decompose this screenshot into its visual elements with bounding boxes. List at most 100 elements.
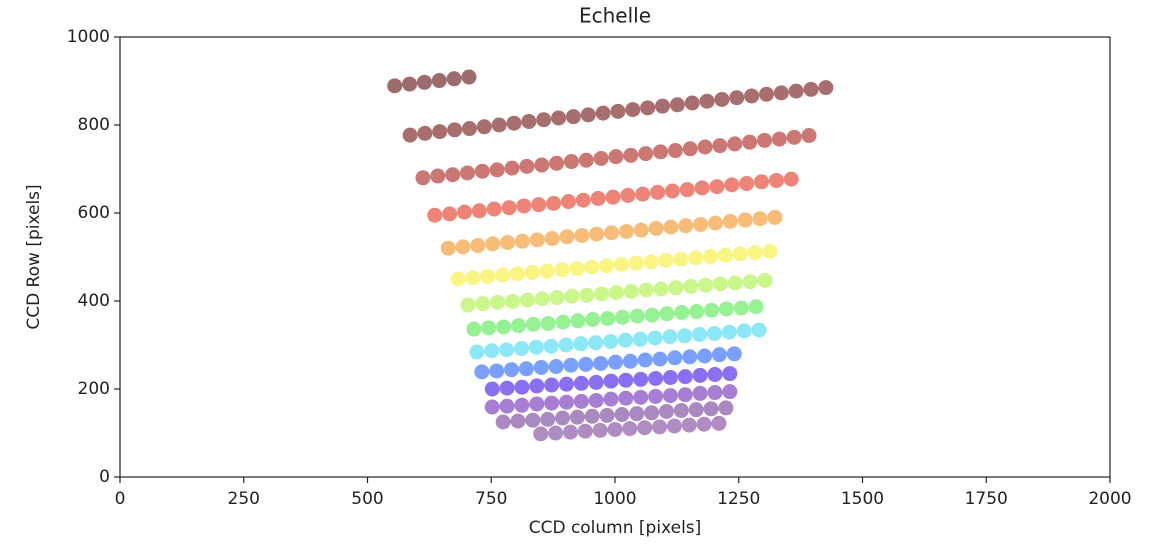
x-axis-label: CCD column [pixels] bbox=[529, 518, 702, 538]
scatter-point bbox=[500, 234, 516, 250]
scatter-point bbox=[742, 134, 758, 150]
scatter-point bbox=[496, 319, 512, 335]
scatter-point bbox=[544, 231, 560, 247]
scatter-point bbox=[699, 93, 715, 109]
scatter-point bbox=[514, 397, 530, 413]
scatter-point bbox=[605, 189, 621, 205]
scatter-point bbox=[717, 247, 733, 263]
scatter-point bbox=[674, 304, 690, 320]
scatter-point bbox=[593, 150, 609, 166]
scatter-point bbox=[560, 194, 576, 210]
scatter-point bbox=[614, 309, 630, 325]
scatter-point bbox=[475, 296, 491, 312]
scatter-point bbox=[706, 326, 722, 342]
scatter-point bbox=[563, 357, 579, 373]
scatter-point bbox=[667, 143, 683, 159]
scatter-point bbox=[506, 115, 522, 131]
scatter-point bbox=[684, 95, 700, 111]
scatter-point bbox=[585, 311, 601, 327]
scatter-point bbox=[480, 268, 496, 284]
scatter-point bbox=[622, 353, 638, 369]
scatter-point bbox=[688, 250, 704, 266]
scatter-point bbox=[499, 398, 515, 414]
scatter-point bbox=[608, 149, 624, 165]
scatter-point bbox=[579, 287, 595, 303]
scatter-point bbox=[618, 390, 634, 406]
scatter-point bbox=[603, 373, 619, 389]
scatter-point bbox=[471, 203, 487, 219]
scatter-point bbox=[599, 407, 615, 423]
scatter-point bbox=[644, 405, 660, 421]
scatter-point bbox=[457, 204, 473, 220]
scatter-point bbox=[698, 277, 714, 293]
scatter-point bbox=[658, 253, 674, 269]
x-tick-label: 1250 bbox=[717, 489, 760, 509]
scatter-point bbox=[744, 88, 760, 104]
scatter-point bbox=[662, 329, 678, 345]
scatter-point bbox=[673, 403, 689, 419]
scatter-point bbox=[652, 351, 668, 367]
scatter-point bbox=[544, 395, 560, 411]
scatter-point bbox=[662, 370, 678, 386]
scatter-point bbox=[603, 391, 619, 407]
scatter-point bbox=[417, 125, 433, 141]
scatter-point bbox=[484, 399, 500, 415]
scatter-point bbox=[489, 162, 505, 178]
scatter-point bbox=[683, 278, 699, 294]
x-tick-label: 2000 bbox=[1088, 489, 1131, 509]
scatter-point bbox=[722, 384, 738, 400]
scatter-point bbox=[573, 336, 589, 352]
scatter-point bbox=[718, 400, 734, 416]
y-tick-label: 200 bbox=[78, 379, 110, 399]
scatter-point bbox=[525, 316, 541, 332]
scatter-point bbox=[570, 313, 586, 329]
scatter-point bbox=[491, 117, 507, 133]
scatter-point bbox=[580, 107, 596, 123]
scatter-point bbox=[677, 328, 693, 344]
x-tick-label: 750 bbox=[475, 489, 507, 509]
scatter-point bbox=[558, 376, 574, 392]
scatter-point bbox=[504, 160, 520, 176]
scatter-point bbox=[486, 201, 502, 217]
x-tick-label: 250 bbox=[228, 489, 260, 509]
scatter-point bbox=[732, 246, 748, 262]
scatter-point bbox=[469, 344, 485, 360]
scatter-point bbox=[623, 283, 639, 299]
scatter-point bbox=[562, 424, 578, 440]
scatter-point bbox=[692, 385, 708, 401]
scatter-point bbox=[767, 209, 783, 225]
chart-title: Echelle bbox=[579, 4, 651, 28]
scatter-point bbox=[632, 331, 648, 347]
scatter-point bbox=[679, 182, 695, 198]
scatter-point bbox=[682, 349, 698, 365]
scatter-point bbox=[470, 238, 486, 254]
scatter-point bbox=[622, 421, 638, 437]
scatter-point bbox=[461, 69, 477, 85]
scatter-point bbox=[558, 394, 574, 410]
scatter-point bbox=[762, 243, 778, 259]
scatter-point bbox=[648, 388, 664, 404]
scatter-point bbox=[747, 245, 763, 261]
scatter-point bbox=[751, 322, 767, 338]
scatter-point bbox=[578, 356, 594, 372]
scatter-point bbox=[524, 264, 540, 280]
scatter-point bbox=[495, 267, 511, 283]
x-tick-label: 1750 bbox=[965, 489, 1008, 509]
scatter-point bbox=[607, 354, 623, 370]
scatter-point bbox=[465, 270, 481, 286]
scatter-point bbox=[534, 157, 550, 173]
scatter-point bbox=[742, 274, 758, 290]
scatter-point bbox=[711, 347, 727, 363]
scatter-point bbox=[484, 381, 500, 397]
y-tick-label: 1000 bbox=[67, 27, 110, 47]
scatter-point bbox=[474, 163, 490, 179]
scatter-point bbox=[551, 110, 567, 126]
scatter-point bbox=[617, 332, 633, 348]
scatter-point bbox=[748, 299, 764, 315]
scatter-point bbox=[664, 183, 680, 199]
scatter-point bbox=[455, 239, 471, 255]
scatter-point bbox=[548, 425, 564, 441]
scatter-point bbox=[756, 132, 772, 148]
scatter-point bbox=[590, 190, 606, 206]
